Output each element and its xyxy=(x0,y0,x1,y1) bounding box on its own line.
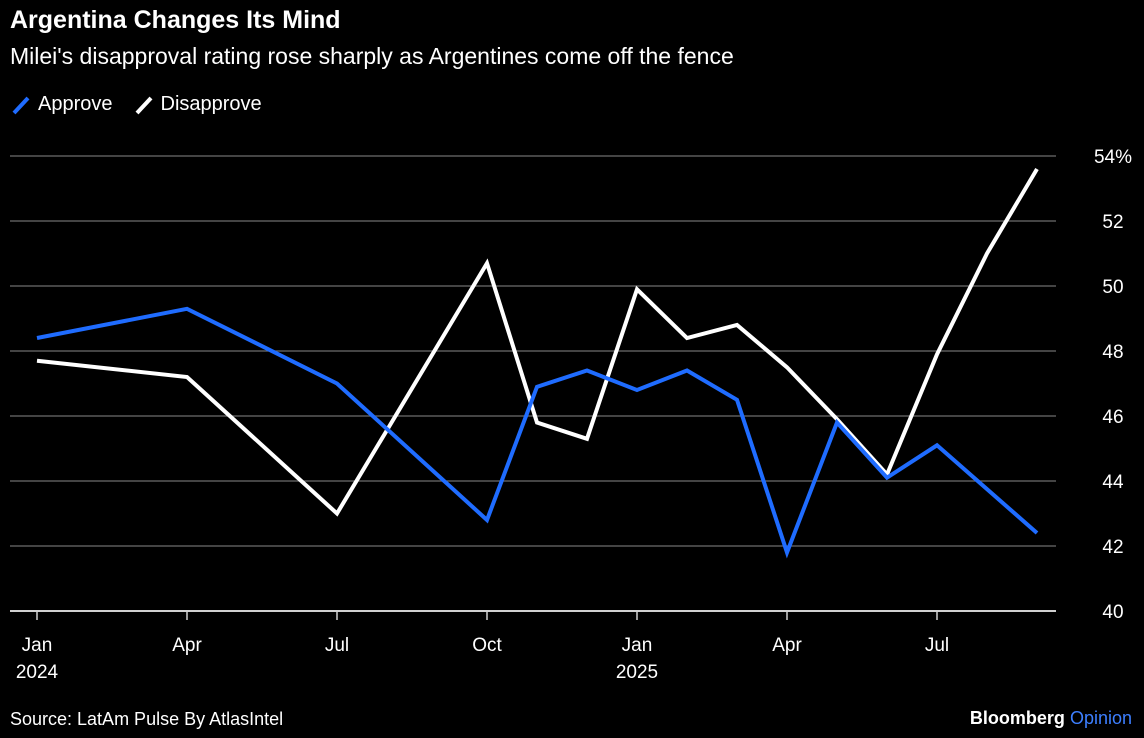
brand-name: Bloomberg xyxy=(969,708,1065,728)
y-tick-label-44: 44 xyxy=(1102,472,1124,493)
y-tick-label-54: 54% xyxy=(1094,147,1132,168)
y-tick-label-48: 48 xyxy=(1102,342,1123,363)
x-tick-sublabel-4: 2025 xyxy=(616,662,658,683)
x-tick-label-3: Oct xyxy=(472,635,502,656)
legend-item-approve: Approve xyxy=(10,93,113,116)
x-tick-label-4: Jan xyxy=(622,635,653,656)
y-tick-label-42: 42 xyxy=(1102,537,1123,558)
y-tick-label-46: 46 xyxy=(1102,407,1123,428)
x-tick-label-6: Jul xyxy=(925,635,949,656)
legend-label-approve: Approve xyxy=(38,93,113,115)
legend-swatch-disapprove xyxy=(135,96,152,114)
source-note: Source: LatAm Pulse By AtlasIntel xyxy=(10,709,284,729)
gridlines xyxy=(10,155,1056,612)
y-axis: 40 42 44 46 48 50 52 54% xyxy=(1094,147,1132,623)
x-tick-label-1: Apr xyxy=(172,635,202,656)
x-tick-label-5: Apr xyxy=(772,635,802,656)
y-tick-label-50: 50 xyxy=(1102,277,1123,298)
chart-subtitle: Milei's disapproval rating rose sharply … xyxy=(10,43,734,69)
legend-swatch-approve xyxy=(12,96,30,114)
series-group xyxy=(36,167,1039,559)
brand-logo: Bloomberg Opinion xyxy=(970,708,1132,729)
chart-title: Argentina Changes Its Mind xyxy=(10,6,341,34)
legend: Approve Disapprove xyxy=(10,93,282,116)
x-axis: Jan 2024 Apr Jul Oct Jan 2025 Apr Jul xyxy=(16,611,949,683)
y-tick-label-52: 52 xyxy=(1102,212,1123,233)
legend-item-disapprove: Disapprove xyxy=(133,93,262,116)
y-tick-label-40: 40 xyxy=(1102,602,1123,623)
x-tick-label-2: Jul xyxy=(325,635,349,656)
x-tick-sublabel-0: 2024 xyxy=(16,662,59,683)
series-line-approve xyxy=(36,306,1039,559)
x-tick-label-0: Jan xyxy=(22,635,53,656)
legend-label-disapprove: Disapprove xyxy=(160,93,262,115)
brand-suffix: Opinion xyxy=(1069,708,1132,728)
